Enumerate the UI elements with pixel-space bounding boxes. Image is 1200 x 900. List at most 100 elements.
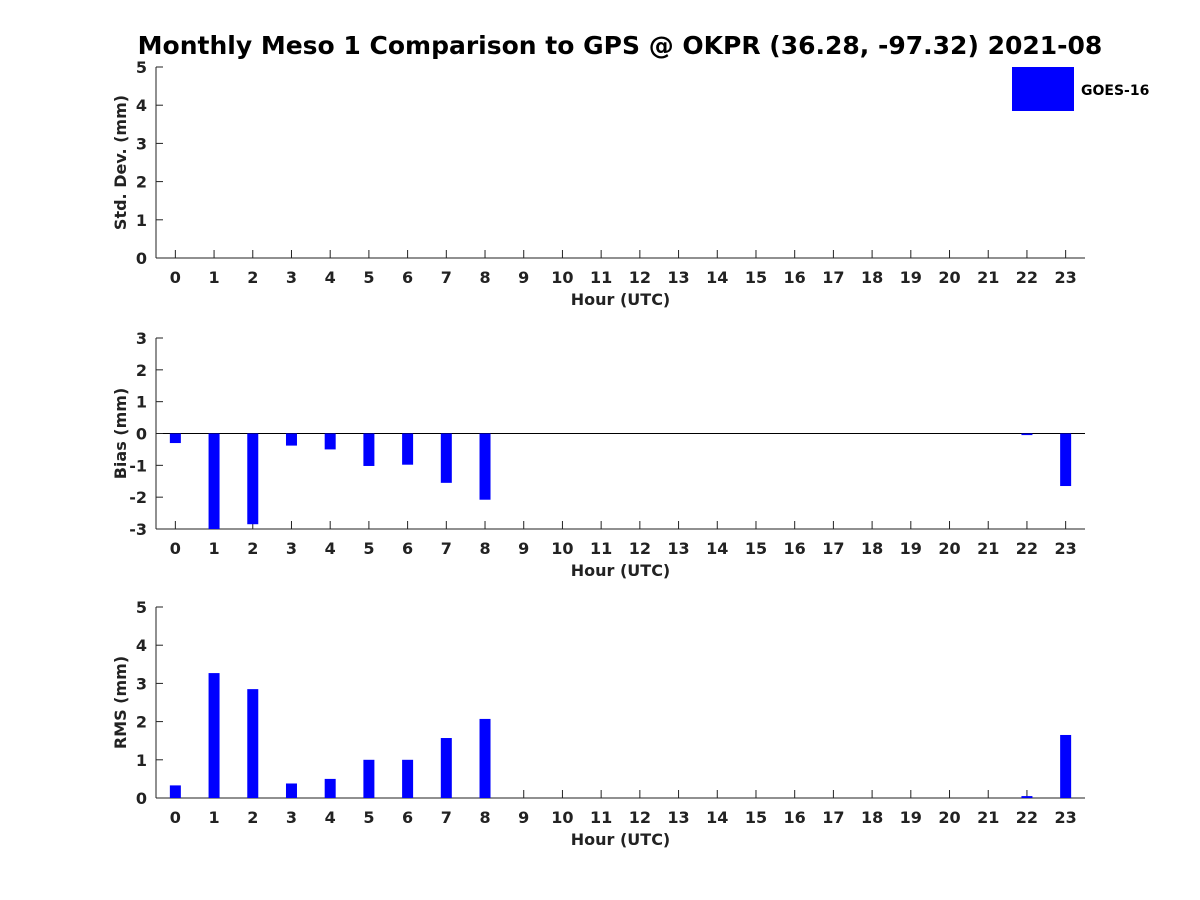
x-tick-label: 11: [590, 268, 612, 287]
legend-label: GOES-16: [1081, 83, 1149, 99]
y-axis-label: Bias (mm): [111, 388, 130, 480]
bar-hour-0: [169, 785, 181, 798]
x-tick-label: 1: [208, 268, 219, 287]
bar-hour-2: [247, 689, 259, 798]
x-axis-label: Hour (UTC): [571, 561, 671, 580]
x-tick-label: 18: [861, 539, 883, 558]
y-tick-label: 1: [136, 751, 147, 770]
x-tick-label: 6: [402, 539, 413, 558]
x-tick-label: 7: [441, 268, 452, 287]
y-tick-label: 3: [136, 329, 147, 348]
x-tick-label: 10: [551, 808, 573, 827]
x-tick-label: 5: [363, 808, 374, 827]
bar-hour-5: [363, 433, 375, 466]
x-tick-label: 2: [247, 539, 258, 558]
x-tick-label: 22: [1016, 539, 1038, 558]
x-tick-label: 12: [629, 539, 651, 558]
x-tick-label: 8: [479, 539, 490, 558]
x-tick-label: 0: [170, 539, 181, 558]
y-tick-label: 1: [136, 211, 147, 230]
x-tick-label: 14: [706, 268, 728, 287]
x-tick-label: 20: [938, 539, 960, 558]
bar-hour-8: [479, 433, 491, 500]
x-tick-label: 10: [551, 268, 573, 287]
x-tick-label: 13: [667, 268, 689, 287]
x-tick-label: 19: [900, 268, 922, 287]
bar-hour-23: [1060, 734, 1072, 798]
y-tick-label: 4: [136, 636, 147, 655]
x-tick-label: 2: [247, 808, 258, 827]
y-axis-label: Std. Dev. (mm): [111, 95, 130, 230]
x-tick-label: 13: [667, 539, 689, 558]
bar-hour-3: [285, 433, 297, 446]
x-tick-label: 1: [208, 808, 219, 827]
x-tick-label: 21: [977, 268, 999, 287]
bar-hour-3: [285, 783, 297, 798]
x-tick-label: 14: [706, 539, 728, 558]
x-tick-label: 9: [518, 808, 529, 827]
y-tick-label: 5: [136, 598, 147, 617]
x-tick-label: 0: [170, 268, 181, 287]
y-tick-label: 3: [136, 674, 147, 693]
bar-hour-7: [440, 433, 452, 483]
x-tick-label: 15: [745, 808, 767, 827]
chart-title: Monthly Meso 1 Comparison to GPS @ OKPR …: [138, 31, 1103, 60]
x-tick-label: 7: [441, 539, 452, 558]
x-tick-label: 19: [900, 808, 922, 827]
x-tick-label: 0: [170, 808, 181, 827]
x-tick-label: 4: [325, 539, 336, 558]
x-tick-label: 12: [629, 808, 651, 827]
x-tick-label: 2: [247, 268, 258, 287]
bar-hour-1: [208, 673, 220, 798]
x-axis-label: Hour (UTC): [571, 290, 671, 309]
y-axis-label: RMS (mm): [111, 656, 130, 749]
x-tick-label: 21: [977, 539, 999, 558]
x-tick-label: 20: [938, 808, 960, 827]
y-tick-label: -3: [129, 520, 147, 539]
x-tick-label: 5: [363, 268, 374, 287]
x-axis-label: Hour (UTC): [571, 830, 671, 849]
y-tick-label: 2: [136, 713, 147, 732]
bar-hour-22: [1021, 796, 1033, 798]
x-tick-label: 23: [1055, 808, 1077, 827]
bar-hour-5: [363, 759, 375, 798]
x-tick-label: 6: [402, 808, 413, 827]
bar-hour-2: [247, 433, 259, 525]
x-tick-label: 3: [286, 268, 297, 287]
y-tick-label: 4: [136, 96, 147, 115]
x-tick-label: 1: [208, 539, 219, 558]
bar-hour-23: [1060, 433, 1072, 487]
y-tick-label: 3: [136, 134, 147, 153]
x-tick-label: 8: [479, 808, 490, 827]
x-tick-label: 22: [1016, 808, 1038, 827]
x-tick-label: 12: [629, 268, 651, 287]
x-tick-label: 7: [441, 808, 452, 827]
x-tick-label: 16: [784, 539, 806, 558]
bar-hour-0: [169, 433, 181, 444]
bar-hour-6: [402, 433, 414, 465]
x-tick-label: 5: [363, 539, 374, 558]
x-tick-label: 15: [745, 539, 767, 558]
y-tick-label: 5: [136, 58, 147, 77]
x-tick-label: 10: [551, 539, 573, 558]
x-tick-label: 23: [1055, 268, 1077, 287]
x-tick-label: 3: [286, 539, 297, 558]
bar-hour-4: [324, 778, 336, 798]
x-tick-label: 16: [784, 808, 806, 827]
x-tick-label: 4: [325, 268, 336, 287]
y-tick-label: 0: [136, 425, 147, 444]
y-tick-label: -2: [129, 488, 147, 507]
x-tick-label: 21: [977, 808, 999, 827]
y-tick-label: 2: [136, 173, 147, 192]
x-tick-label: 18: [861, 268, 883, 287]
y-tick-label: 1: [136, 393, 147, 412]
x-tick-label: 6: [402, 268, 413, 287]
x-tick-label: 13: [667, 808, 689, 827]
x-tick-label: 16: [784, 268, 806, 287]
x-tick-label: 4: [325, 808, 336, 827]
bar-hour-8: [479, 718, 491, 798]
